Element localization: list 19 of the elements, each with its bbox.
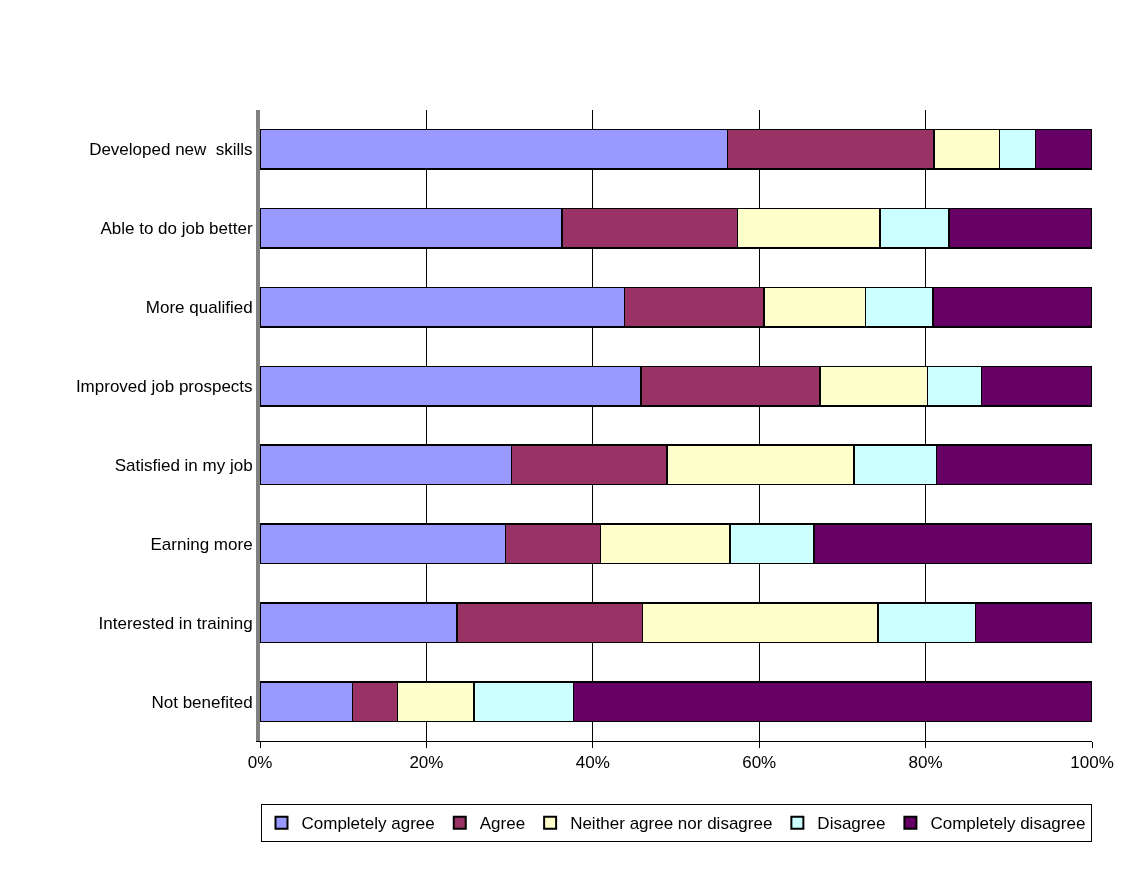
x-tick-label: 0% bbox=[247, 753, 273, 773]
legend-label: Completely agree bbox=[301, 814, 435, 834]
x-tick-label: 100% bbox=[1070, 753, 1114, 773]
x-tick-label: 20% bbox=[409, 753, 444, 773]
x-tick-label: 80% bbox=[908, 753, 943, 773]
legend-label: Agree bbox=[479, 814, 526, 834]
legend-label: Disagree bbox=[817, 814, 886, 834]
y-tick-label: Interested in training bbox=[98, 613, 253, 633]
y-tick-label: More qualified bbox=[145, 298, 253, 318]
y-tick-label: Satisfied in my job bbox=[114, 455, 253, 475]
legend-label: Completely disagree bbox=[930, 814, 1086, 834]
legend-label: Neither agree nor disagree bbox=[570, 814, 773, 834]
y-tick-label: Not benefited bbox=[151, 692, 253, 712]
y-tick-label: Improved job prospects bbox=[75, 377, 253, 397]
x-tick-label: 40% bbox=[575, 753, 610, 773]
y-tick-label: Developed new skills bbox=[89, 140, 253, 160]
y-tick-label: Able to do job better bbox=[100, 219, 253, 239]
y-tick-label: Earning more bbox=[150, 534, 253, 554]
x-tick-label: 60% bbox=[742, 753, 777, 773]
